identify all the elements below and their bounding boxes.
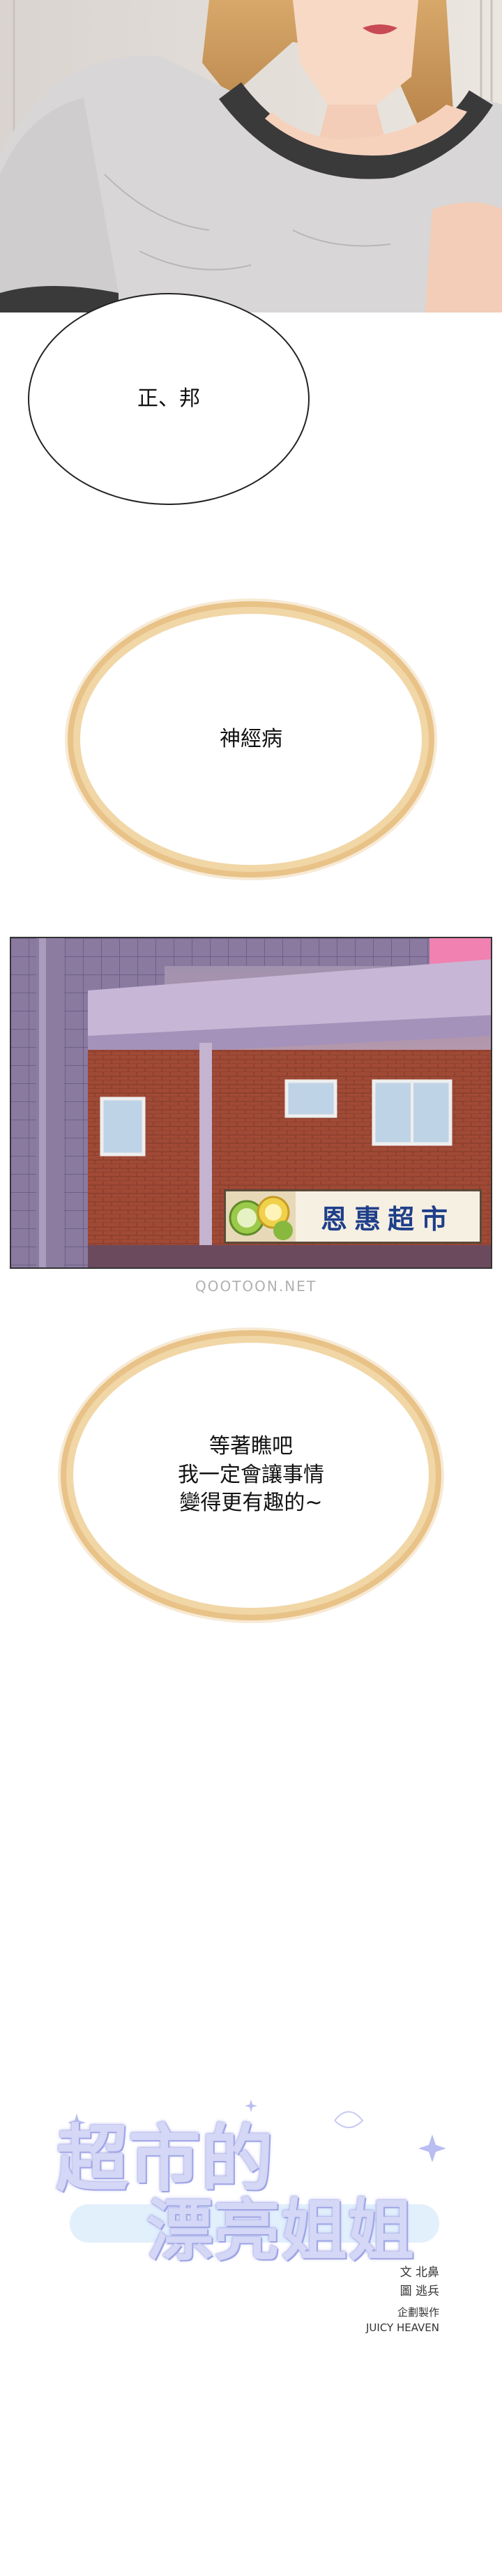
store-sign: 恩惠超市 (224, 1189, 482, 1244)
bubble-text: 等著瞧吧 我一定會讓事情 變得更有趣的~ (178, 1434, 324, 1516)
title-line-1: 超市的 (56, 2116, 274, 2201)
bubble-text: 神經病 (220, 726, 282, 751)
panel-supermarket: 恩惠超市 (10, 937, 492, 1269)
bubble-text: 正、邦 (137, 386, 200, 411)
thought-bubble: 等著瞧吧 我一定會讓事情 變得更有趣的~ (73, 1343, 429, 1608)
credit-production-label: 企劃製作 (397, 2306, 439, 2319)
character-illustration (0, 0, 502, 312)
credit-writer: 文 北鼻 (400, 2266, 439, 2280)
credit-studio: JUICY HEAVEN (366, 2321, 439, 2334)
supermarket-building-illustration (11, 938, 491, 1267)
panel-character-art (0, 0, 502, 312)
sparkle-decoration (68, 2100, 446, 2243)
thought-bubble: 神經病 (80, 614, 422, 865)
credit-artist: 圖 逃兵 (400, 2284, 439, 2298)
watermark: QOOTOON.NET (195, 1278, 317, 1295)
title-logo: 超市的 漂亮姐姐 (42, 2093, 460, 2270)
fruit-image (226, 1191, 296, 1242)
title-line-2: 漂亮姐姐 (146, 2191, 414, 2270)
store-sign-text: 恩惠超市 (320, 1203, 455, 1235)
speech-bubble: 正、邦 (28, 293, 310, 505)
